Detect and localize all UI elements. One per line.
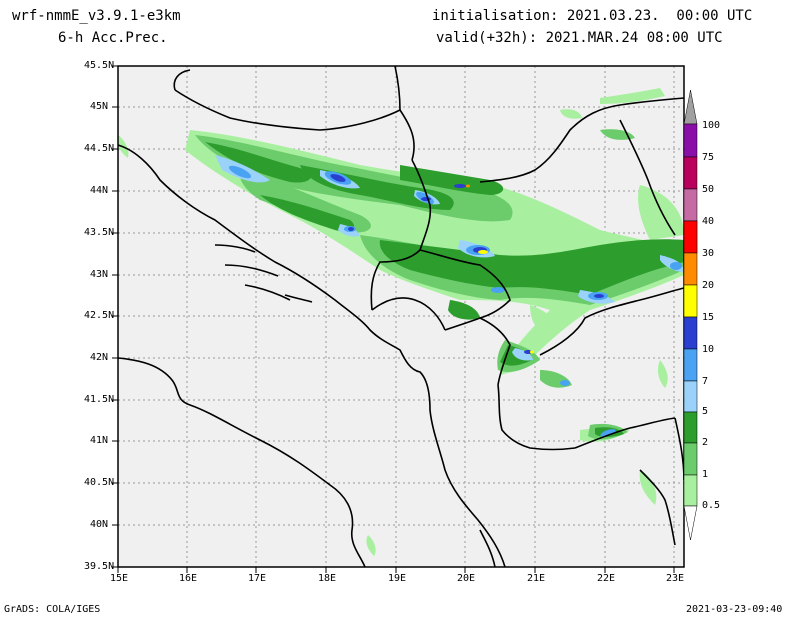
lon-label: 18E xyxy=(318,573,337,584)
colorbar xyxy=(683,89,698,541)
legend-label: 15 xyxy=(702,312,715,323)
field-title: 6-h Acc.Prec. xyxy=(58,30,168,46)
legend-label: 100 xyxy=(702,120,721,131)
colorbar-1 xyxy=(683,442,698,476)
lon-label: 16E xyxy=(179,573,198,584)
island xyxy=(244,284,291,301)
lon-label: 15E xyxy=(110,573,129,584)
legend-label: 30 xyxy=(702,248,715,259)
lat-label: 42.5N xyxy=(84,310,115,321)
legend-label: 7 xyxy=(702,376,709,387)
colorbar-under-triangle xyxy=(683,505,698,541)
lat-label: 43N xyxy=(90,269,109,280)
legend-label: 2 xyxy=(702,437,709,448)
border xyxy=(371,297,446,331)
software-credit: GrADS: COLA/IGES xyxy=(4,604,101,615)
valid-time: valid(+32h): 2021.MAR.24 08:00 UTC xyxy=(436,30,723,46)
border xyxy=(174,89,415,161)
legend-label: 50 xyxy=(702,184,715,195)
legend-label: 40 xyxy=(702,216,715,227)
lat-label: 40N xyxy=(90,519,109,530)
island xyxy=(214,244,256,253)
legend-label: 20 xyxy=(702,280,715,291)
colorbar-2 xyxy=(683,411,698,444)
lon-label: 22E xyxy=(597,573,616,584)
lat-label: 43.5N xyxy=(84,227,115,238)
init-time: initialisation: 2021.03.23. 00:00 UTC xyxy=(432,8,753,24)
coast xyxy=(479,529,496,568)
legend-label: 10 xyxy=(702,344,715,355)
lat-label: 42N xyxy=(90,352,109,363)
border xyxy=(479,97,685,183)
colorbar-7 xyxy=(683,348,698,382)
lon-label: 23E xyxy=(666,573,685,584)
border xyxy=(539,287,685,356)
border xyxy=(444,317,511,386)
lon-label: 20E xyxy=(457,573,476,584)
colorbar-75 xyxy=(683,156,698,190)
lat-label: 41.5N xyxy=(84,394,115,405)
lat-label: 45.5N xyxy=(84,60,115,71)
border xyxy=(394,65,401,111)
colorbar-0.5 xyxy=(683,474,698,507)
island xyxy=(224,264,279,277)
lat-label: 45N xyxy=(90,101,109,112)
model-title: wrf-nmmE_v3.9.1-e3km xyxy=(12,8,181,24)
border xyxy=(497,384,576,451)
legend-label: 1 xyxy=(702,469,709,480)
island xyxy=(284,294,313,303)
lon-label: 19E xyxy=(388,573,407,584)
border xyxy=(574,417,676,449)
colorbar-50 xyxy=(683,188,698,222)
tick-marks xyxy=(112,65,675,573)
lat-label: 44N xyxy=(90,185,109,196)
creation-timestamp: 2021-03-23-09:40 xyxy=(686,604,783,615)
colorbar-10 xyxy=(683,316,698,350)
colorbar-5 xyxy=(683,380,698,413)
lat-label: 41N xyxy=(90,435,109,446)
precipitation-field xyxy=(117,88,684,556)
lat-label: 40.5N xyxy=(84,477,115,488)
colorbar-over-triangle xyxy=(683,89,698,125)
precip-15-cores xyxy=(466,184,534,354)
lon-label: 17E xyxy=(248,573,267,584)
legend-label: 5 xyxy=(702,406,709,417)
lat-label: 39.5N xyxy=(84,561,115,572)
colorbar-20 xyxy=(683,252,698,286)
colorbar-15 xyxy=(683,284,698,318)
coast xyxy=(639,469,676,546)
coastlines-borders xyxy=(117,65,685,568)
border xyxy=(419,249,511,319)
colorbar-100 xyxy=(683,123,698,158)
legend-label: 0.5 xyxy=(702,500,721,511)
precip-2-areas xyxy=(205,142,684,437)
border xyxy=(619,119,676,236)
colorbar-30 xyxy=(683,220,698,254)
legend-label: 75 xyxy=(702,152,715,163)
border xyxy=(173,69,191,91)
italy-coast xyxy=(117,357,366,568)
lat-label: 44.5N xyxy=(84,143,115,154)
balkan-coast xyxy=(117,144,506,568)
lon-label: 21E xyxy=(527,573,546,584)
